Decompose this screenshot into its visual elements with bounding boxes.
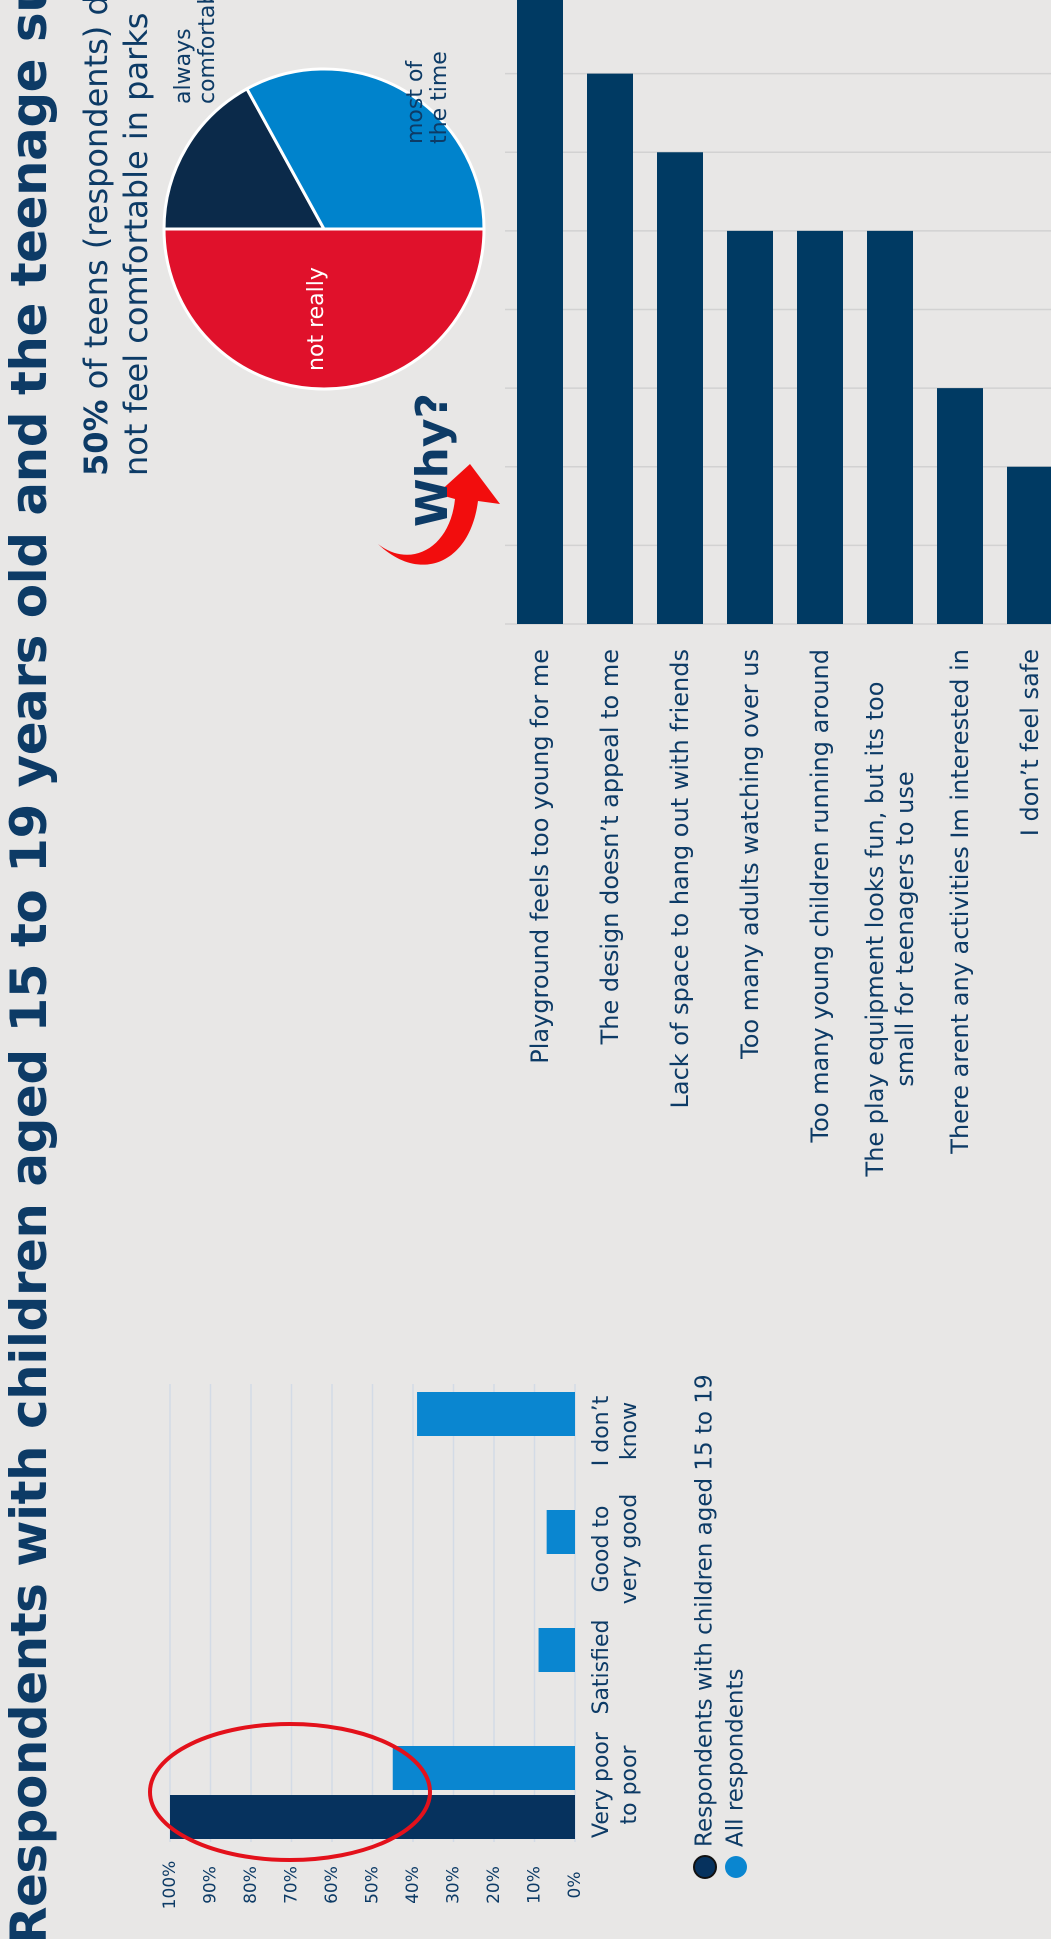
bar <box>937 388 983 624</box>
bar <box>587 73 633 624</box>
pie-label: always comfortable <box>171 0 221 104</box>
category-label-text: Lack of space to hang out with friends <box>666 649 694 1109</box>
bar <box>1007 466 1051 624</box>
bar <box>517 0 563 624</box>
y-tick-label: 80% <box>241 1866 261 1904</box>
legend-marker <box>693 1855 717 1879</box>
category-label: Lack of space to hang out with friends <box>640 649 720 1349</box>
annotation: Why? <box>407 393 458 527</box>
category-label-text: I don’t feel safe <box>1016 649 1044 837</box>
bar <box>546 1510 576 1554</box>
legend-label: Respondents with children aged 15 to 19 <box>692 1374 718 1847</box>
category-label-text: The design doesn’t appeal to me <box>596 649 624 1045</box>
category-label: The design doesn’t appeal to me <box>570 649 650 1349</box>
legend-label: All respondents <box>723 1669 749 1848</box>
pie-label: most of the time <box>403 51 453 144</box>
bar <box>170 1795 575 1839</box>
why-arrow <box>378 464 500 565</box>
bar <box>657 152 703 624</box>
bar <box>727 230 773 624</box>
y-tick-label: 50% <box>363 1866 383 1904</box>
category-label-text: The play equipment looks fun, but its to… <box>861 681 919 1177</box>
category-label: I don’t feel safe <box>990 649 1051 1349</box>
category-label: There arent any activities Im interested… <box>920 649 1000 1349</box>
pie-slice <box>162 227 486 391</box>
headline: 50% of teens (respondents) do not feel c… <box>76 0 156 476</box>
x-tick-label: Good to very good <box>589 1493 642 1605</box>
bar <box>867 230 913 624</box>
category-label-text: There arent any activities Im interested… <box>946 649 974 1154</box>
pie-slice <box>244 67 486 231</box>
category-label-text: Too many young children running around <box>806 649 834 1143</box>
y-tick-label: 100% <box>160 1861 180 1910</box>
legend-marker <box>725 1856 747 1878</box>
category-label: Too many young children running around <box>780 649 860 1349</box>
bar <box>797 230 843 624</box>
y-tick-label: 10% <box>525 1866 545 1904</box>
y-tick-label: 90% <box>201 1866 221 1904</box>
y-tick-label: 30% <box>444 1866 464 1904</box>
category-label: Too many adults watching over us <box>710 649 790 1349</box>
bar <box>417 1392 575 1436</box>
y-tick-label: 70% <box>282 1866 302 1904</box>
category-label: Playground feels too young for me <box>500 649 580 1349</box>
bar <box>392 1746 575 1790</box>
category-label-text: Too many adults watching over us <box>736 649 764 1059</box>
category-label-text: Playground feels too young for me <box>526 649 554 1064</box>
y-tick-label: 40% <box>403 1866 423 1904</box>
x-tick-label: Satisfied <box>589 1619 614 1715</box>
pie-slice <box>162 86 327 231</box>
y-tick-label: 60% <box>322 1866 342 1904</box>
category-label: The play equipment looks fun, but its to… <box>850 649 930 1349</box>
bar <box>538 1628 575 1672</box>
pie-label: not really <box>304 267 329 371</box>
y-tick-label: 0% <box>565 1872 585 1899</box>
headline-value: 50% <box>77 399 115 476</box>
x-tick-label: I don’t know <box>589 1395 642 1467</box>
y-tick-label: 20% <box>484 1866 504 1904</box>
highlight-ellipse <box>148 1722 432 1862</box>
x-tick-label: Very poor to poor <box>589 1732 642 1838</box>
